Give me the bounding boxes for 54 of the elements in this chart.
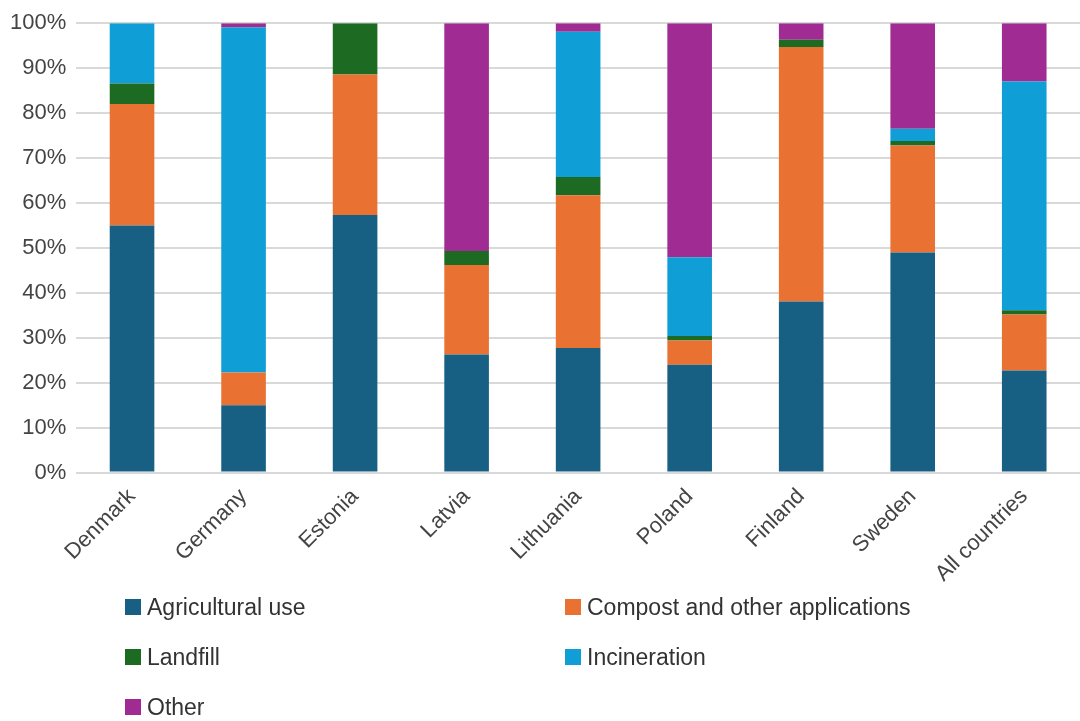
y-tick-label: 10%	[22, 413, 67, 439]
y-tick-label: 80%	[22, 99, 67, 125]
bar	[332, 23, 378, 75]
bar	[890, 23, 936, 129]
bar	[555, 176, 601, 196]
bar	[778, 39, 824, 48]
bar	[1001, 310, 1047, 315]
y-tick-label: 100%	[9, 9, 67, 35]
bar	[109, 23, 155, 84]
y-tick-label: 20%	[22, 368, 67, 394]
y-tick-label: 60%	[22, 189, 67, 215]
bar	[667, 335, 712, 341]
bar	[444, 264, 489, 355]
bar	[890, 145, 936, 253]
bar	[332, 215, 378, 472]
bar	[555, 348, 601, 472]
bar	[444, 251, 489, 265]
legend-label: Incineration	[587, 643, 706, 671]
bar	[778, 301, 824, 472]
bar	[221, 27, 266, 373]
bar	[890, 128, 936, 141]
bar	[1001, 81, 1047, 311]
bar	[667, 23, 712, 258]
y-tick-label: 0%	[34, 458, 67, 484]
y-tick-label: 50%	[22, 233, 67, 259]
bar	[332, 74, 378, 216]
bar	[1001, 314, 1047, 371]
bar	[221, 405, 266, 472]
legend-label: Other	[147, 693, 205, 721]
bar	[109, 225, 155, 472]
bar	[890, 252, 936, 472]
legend-label: Agricultural use	[147, 593, 306, 621]
bar	[667, 340, 712, 365]
bar	[1001, 370, 1047, 472]
legend-label: Landfill	[147, 643, 220, 671]
bar	[1001, 23, 1047, 82]
bar	[555, 31, 601, 177]
y-tick-label: 30%	[22, 323, 67, 349]
bar	[221, 372, 266, 406]
y-tick-label: 70%	[22, 144, 67, 170]
bar	[444, 23, 489, 252]
legend-label: Compost and other applications	[587, 593, 911, 621]
bar	[667, 257, 712, 336]
bar	[109, 83, 155, 105]
bar	[555, 23, 601, 32]
bar	[667, 364, 712, 472]
y-tick-label: 90%	[22, 54, 67, 80]
bar	[444, 354, 489, 472]
bar	[890, 140, 936, 146]
bar	[555, 195, 601, 349]
bar	[778, 47, 824, 302]
bar	[109, 104, 155, 226]
y-tick-label: 40%	[22, 278, 67, 304]
bar	[778, 23, 824, 40]
